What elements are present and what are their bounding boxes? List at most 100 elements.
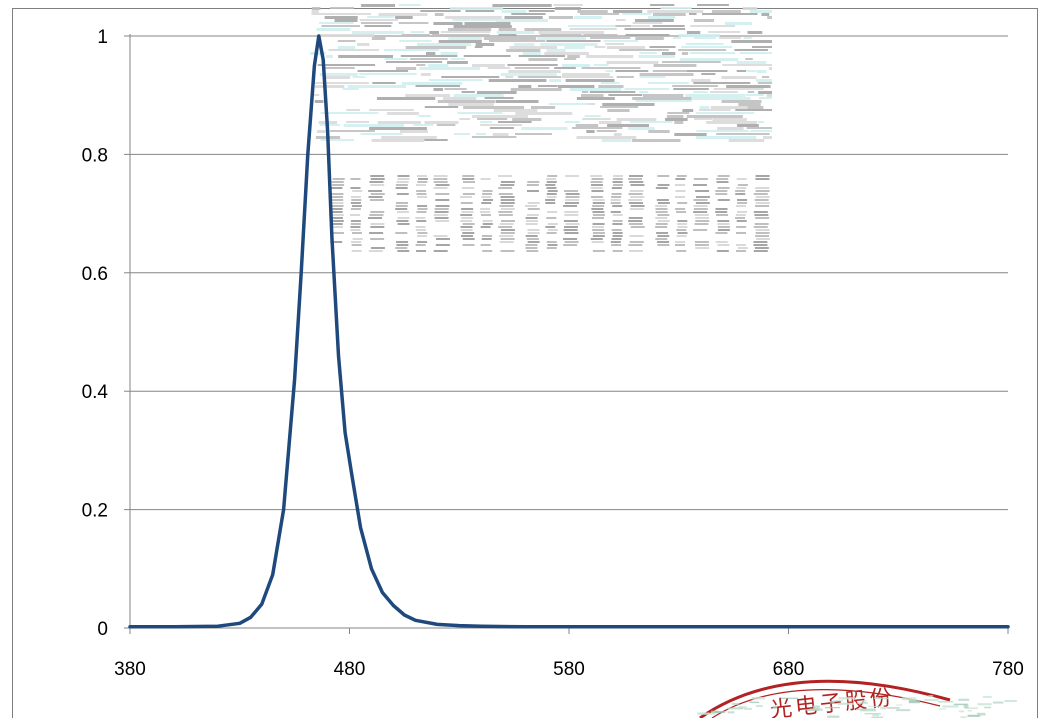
- watermark-letter-stroke: [370, 193, 385, 195]
- watermark-streak: [588, 103, 596, 105]
- watermark-letter-stroke: [629, 202, 644, 204]
- watermark-letter-stroke: [695, 247, 710, 249]
- watermark-letter-stroke: [433, 178, 448, 180]
- watermark-streak: [574, 16, 602, 19]
- watermark-streak: [747, 31, 763, 34]
- watermark-letter-stroke: [370, 184, 385, 186]
- watermark-streak: [647, 10, 704, 13]
- watermark-letter-stroke: [417, 232, 428, 234]
- seal-speckle: [715, 710, 726, 713]
- watermark-letter-stroke: [396, 220, 409, 222]
- watermark-letter-stroke: [590, 175, 603, 177]
- watermark-letter-stroke: [350, 196, 361, 198]
- seal-speckle: [731, 702, 739, 705]
- watermark-streak: [752, 46, 772, 48]
- watermark-letter-stroke: [545, 202, 556, 204]
- seal-speckle: [856, 702, 868, 704]
- watermark-streak: [708, 31, 741, 33]
- watermark-streak: [314, 85, 345, 88]
- watermark-letter-stroke: [435, 193, 450, 195]
- watermark-letter-stroke: [737, 199, 748, 201]
- watermark-letter-stroke: [435, 244, 450, 246]
- watermark-letter-stroke: [433, 214, 448, 216]
- watermark-letter-stroke: [350, 178, 361, 180]
- watermark-letter-stroke: [564, 211, 579, 213]
- watermark-letter-stroke: [755, 217, 770, 219]
- data-point: [282, 508, 285, 511]
- watermark-letter-stroke: [500, 220, 515, 222]
- watermark-streak: [701, 73, 716, 75]
- watermark-letter-stroke: [480, 244, 491, 246]
- watermark-letter-stroke: [695, 190, 710, 192]
- watermark-letter-stroke: [331, 214, 344, 216]
- data-point: [403, 613, 406, 617]
- watermark-letter-stroke: [500, 202, 515, 204]
- watermark-letter-stroke: [755, 175, 770, 177]
- seal-speckle: [953, 703, 968, 706]
- watermark-streak: [763, 136, 772, 139]
- watermark-streak: [565, 79, 615, 82]
- watermark-letter-stroke: [525, 220, 538, 222]
- watermark-streak: [639, 73, 694, 76]
- watermark-letter-stroke: [715, 208, 728, 210]
- watermark-streak: [736, 70, 747, 72]
- watermark-letter-stroke: [435, 199, 450, 201]
- watermark-streak: [562, 73, 610, 76]
- watermark-letter-stroke: [526, 190, 539, 192]
- seal-speckle: [880, 706, 887, 710]
- watermark-streak: [338, 55, 393, 58]
- watermark-streak: [608, 94, 643, 96]
- watermark-letter-stroke: [564, 232, 579, 234]
- watermark-streak: [643, 94, 684, 97]
- data-point: [313, 64, 316, 67]
- watermark-streak: [750, 130, 772, 132]
- watermark-letter-stroke: [415, 226, 426, 228]
- watermark-streak: [440, 31, 491, 33]
- watermark-streak: [337, 40, 356, 42]
- watermark-streak: [749, 10, 772, 13]
- watermark-letter-stroke: [462, 178, 475, 180]
- watermark-letter-stroke: [611, 187, 622, 189]
- watermark-streak: [616, 76, 634, 78]
- watermark-letter-stroke: [482, 250, 493, 252]
- watermark-letter-stroke: [481, 196, 492, 198]
- watermark-letter-stroke: [565, 175, 580, 177]
- watermark-letter-stroke: [417, 235, 428, 237]
- watermark-streak: [514, 43, 535, 46]
- watermark-streak: [463, 55, 511, 57]
- watermark-streak: [606, 46, 645, 49]
- watermark-letter-stroke: [500, 232, 515, 234]
- watermark-streak: [316, 130, 326, 133]
- watermark-letter-stroke: [498, 187, 513, 189]
- watermark-streak: [413, 124, 434, 126]
- watermark-streak: [342, 88, 359, 90]
- watermark-streak: [596, 130, 617, 132]
- data-point: [343, 431, 347, 434]
- watermark-letter-stroke: [610, 202, 621, 204]
- watermark-streak: [628, 127, 655, 130]
- watermark-letter-stroke: [612, 184, 623, 186]
- watermark-letter-stroke: [545, 226, 556, 228]
- watermark-streak: [498, 121, 532, 123]
- watermark-letter-stroke: [351, 250, 362, 252]
- data-point: [271, 573, 274, 576]
- watermark-letter-stroke: [753, 193, 768, 195]
- watermark-streak: [540, 43, 598, 46]
- watermark-letter-stroke: [715, 211, 728, 213]
- watermark-streak: [431, 34, 490, 37]
- watermark-streak: [377, 97, 436, 100]
- watermark-streak: [561, 76, 614, 78]
- watermark-streak: [726, 85, 771, 88]
- watermark-streak: [459, 118, 471, 120]
- watermark-streak: [359, 73, 417, 75]
- watermark-streak: [747, 91, 755, 93]
- watermark-letter-stroke: [753, 226, 768, 228]
- data-point: [317, 34, 320, 38]
- watermark-letter-stroke: [500, 229, 515, 231]
- watermark-streak: [454, 133, 470, 135]
- watermark-streak: [453, 25, 512, 28]
- watermark-letter-stroke: [612, 175, 623, 177]
- watermark-letter-stroke: [331, 205, 344, 207]
- watermark-letter-stroke: [547, 244, 558, 246]
- watermark-streak: [624, 88, 670, 90]
